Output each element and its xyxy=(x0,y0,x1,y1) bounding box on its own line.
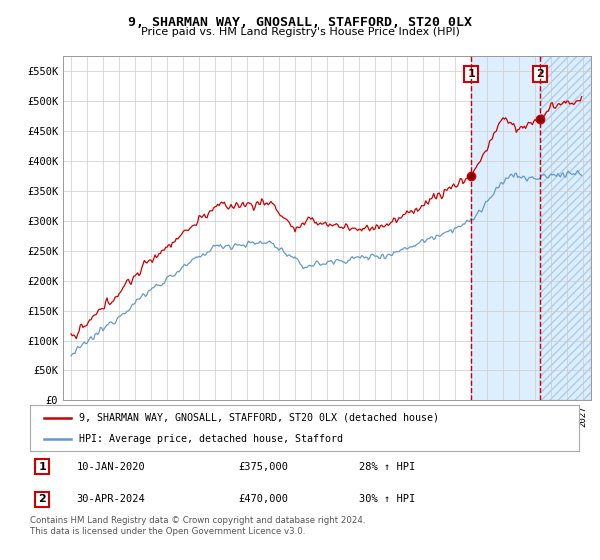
Text: 30% ↑ HPI: 30% ↑ HPI xyxy=(359,494,416,505)
Text: 9, SHARMAN WAY, GNOSALL, STAFFORD, ST20 0LX: 9, SHARMAN WAY, GNOSALL, STAFFORD, ST20 … xyxy=(128,16,472,29)
Text: £375,000: £375,000 xyxy=(239,461,289,472)
Text: 28% ↑ HPI: 28% ↑ HPI xyxy=(359,461,416,472)
Bar xyxy=(540,56,591,400)
Text: 10-JAN-2020: 10-JAN-2020 xyxy=(77,461,145,472)
Text: HPI: Average price, detached house, Stafford: HPI: Average price, detached house, Staf… xyxy=(79,434,343,444)
Text: £470,000: £470,000 xyxy=(239,494,289,505)
Text: Price paid vs. HM Land Registry's House Price Index (HPI): Price paid vs. HM Land Registry's House … xyxy=(140,27,460,37)
Text: 2: 2 xyxy=(536,69,544,79)
Bar xyxy=(472,56,591,400)
Bar xyxy=(540,56,591,400)
Text: 1: 1 xyxy=(38,461,46,472)
Text: 1: 1 xyxy=(467,69,475,79)
Text: 2: 2 xyxy=(38,494,46,505)
Text: 9, SHARMAN WAY, GNOSALL, STAFFORD, ST20 0LX (detached house): 9, SHARMAN WAY, GNOSALL, STAFFORD, ST20 … xyxy=(79,413,439,423)
Text: Contains HM Land Registry data © Crown copyright and database right 2024.
This d: Contains HM Land Registry data © Crown c… xyxy=(30,516,365,536)
Text: 30-APR-2024: 30-APR-2024 xyxy=(77,494,145,505)
